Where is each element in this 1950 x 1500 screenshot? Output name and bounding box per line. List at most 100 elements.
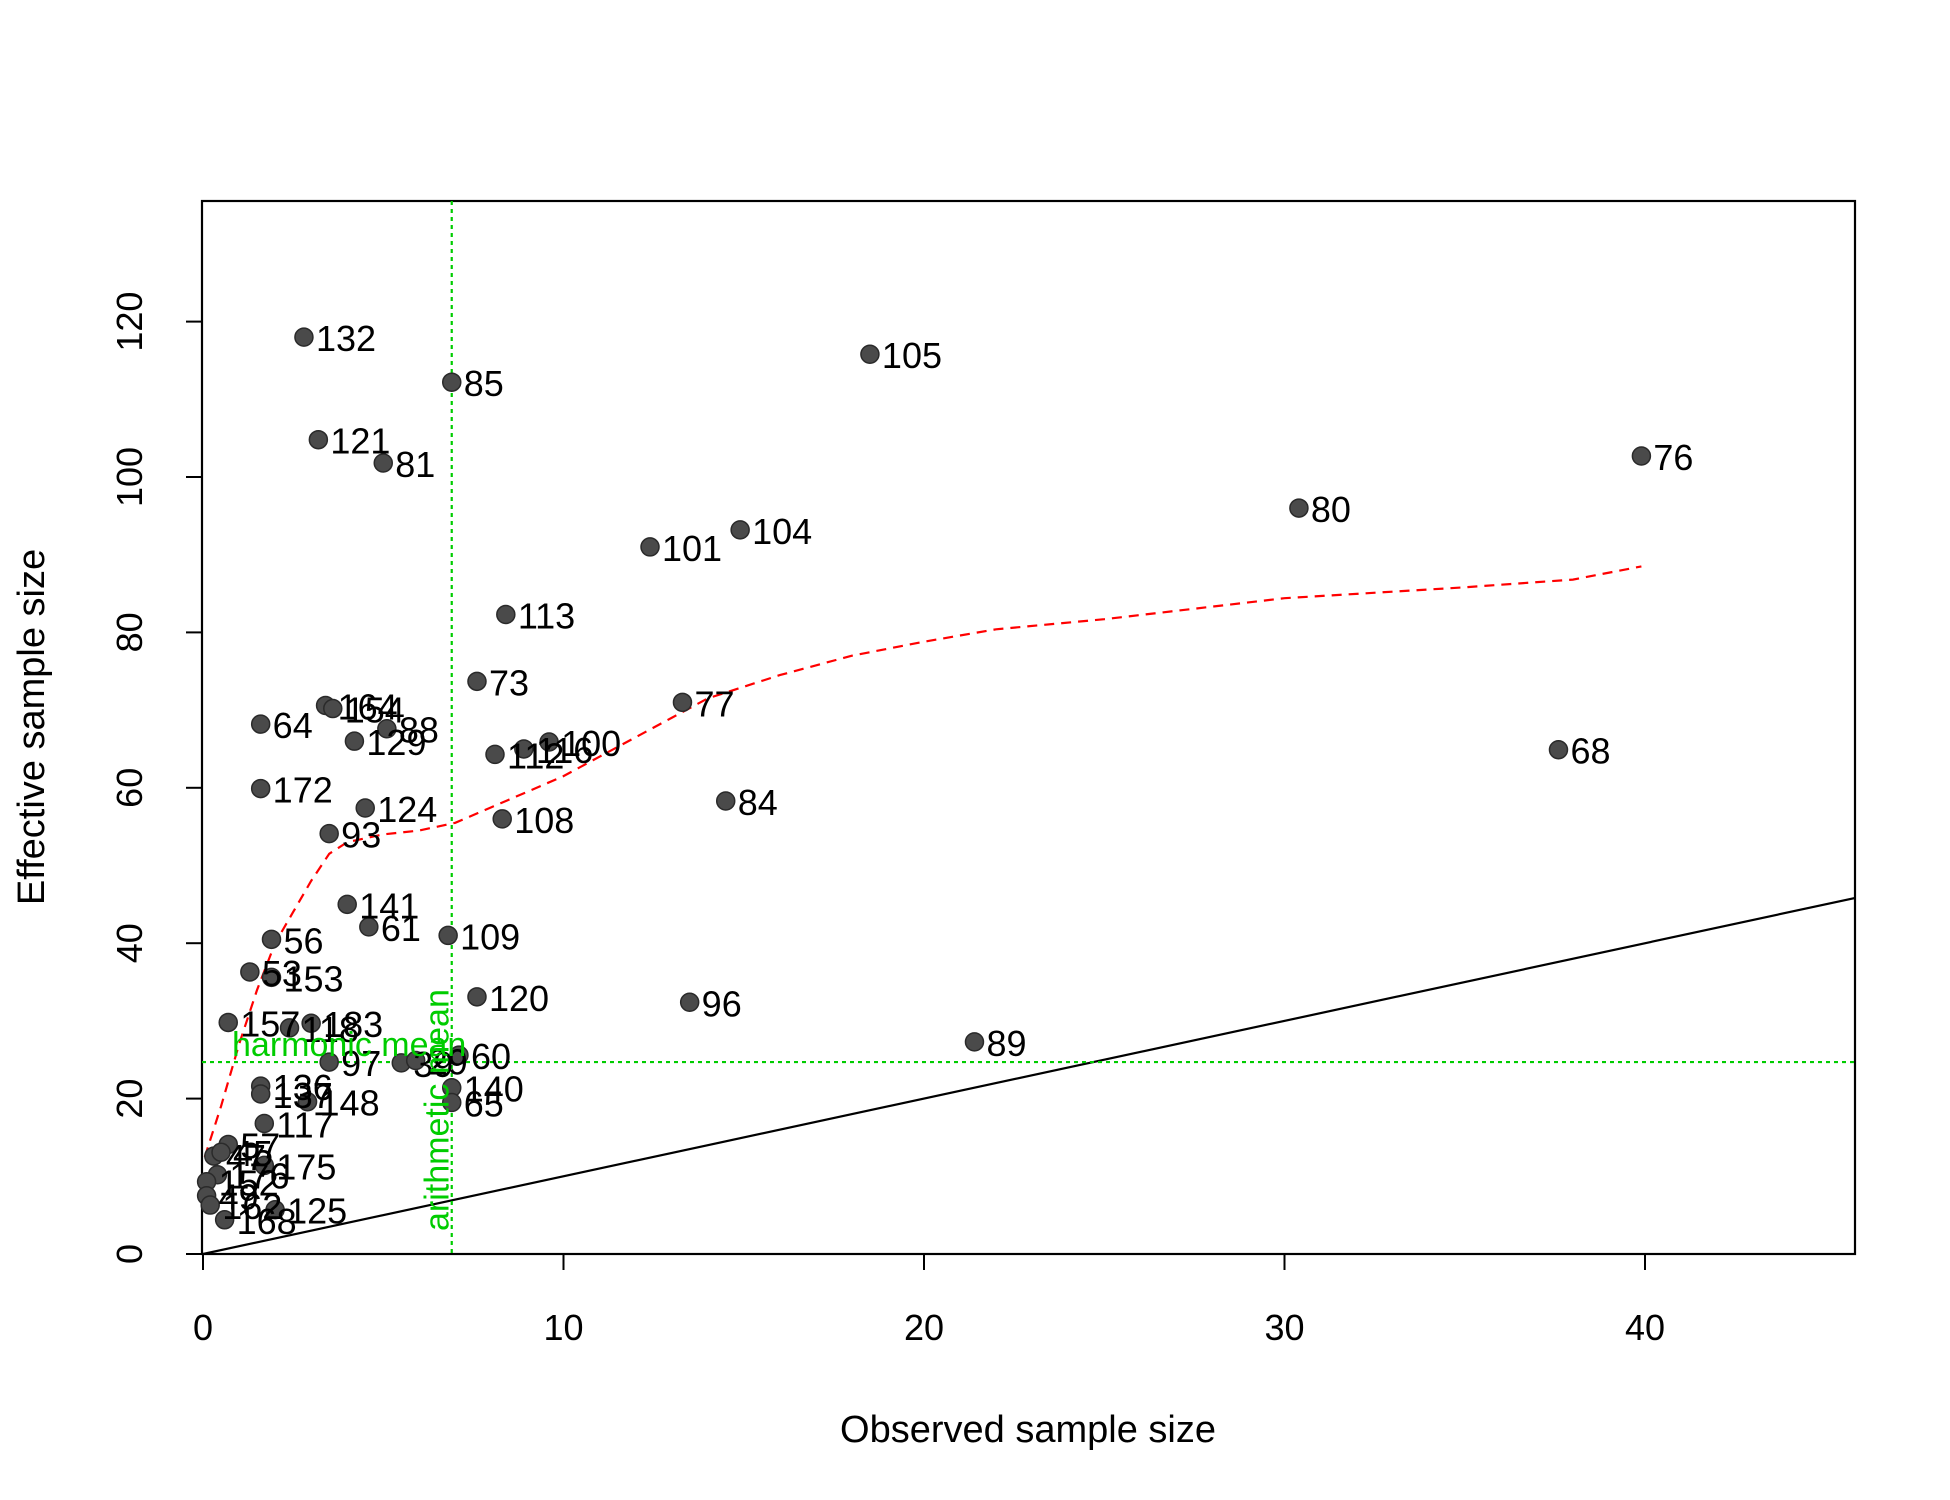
point-label: 113 — [518, 596, 575, 637]
data-point — [679, 992, 700, 1013]
point-label: 152 — [219, 1163, 279, 1204]
x-tick-label: 0 — [193, 1307, 213, 1348]
point-label: 168 — [237, 1201, 297, 1242]
point-label: 140 — [464, 1069, 524, 1110]
point-label: 65 — [464, 1083, 504, 1124]
point-label: 117 — [276, 1104, 333, 1145]
point-label: 124 — [377, 789, 437, 830]
point-label: 175 — [276, 1146, 336, 1187]
point-label: 109 — [460, 916, 520, 957]
data-point — [261, 967, 282, 988]
data-point — [441, 1092, 462, 1113]
point-label: 154 — [345, 690, 405, 731]
point-label: 164 — [338, 686, 398, 727]
point-label: 157 — [240, 1003, 300, 1044]
point-label: 132 — [316, 318, 376, 359]
point-label: 80 — [1311, 489, 1351, 530]
point-label: 105 — [882, 335, 942, 376]
y-axis: 0 20 40 60 80 100 120 — [109, 292, 203, 1264]
data-point — [308, 429, 329, 450]
y-tick-label: 80 — [109, 612, 150, 652]
point-label: 162 — [222, 1186, 282, 1227]
point-label: 148 — [320, 1083, 380, 1124]
data-point — [250, 714, 271, 734]
point-label: 172 — [273, 770, 333, 811]
data-point — [438, 925, 458, 946]
data-point — [373, 453, 393, 473]
point-label: 89 — [986, 1023, 1026, 1064]
data-point — [514, 739, 534, 759]
data-point — [200, 1195, 220, 1215]
data-point — [214, 1210, 235, 1230]
point-label: 116 — [536, 730, 593, 771]
smooth-curve — [203, 565, 1642, 1158]
point-label: 125 — [287, 1191, 347, 1232]
point-label: 96 — [702, 983, 742, 1024]
x-tick-label: 20 — [904, 1307, 944, 1348]
data-point — [254, 1155, 275, 1176]
data-point — [355, 798, 375, 818]
data-point — [672, 692, 693, 713]
x-axis: 0 10 20 30 40 — [193, 1253, 1665, 1348]
point-label: 73 — [489, 662, 529, 703]
point-label: 57 — [240, 1125, 280, 1166]
data-point — [449, 1045, 469, 1065]
x-tick-label: 30 — [1264, 1307, 1304, 1348]
data-point — [301, 1013, 321, 1033]
x-axis-title: Observed sample size — [840, 1409, 1216, 1451]
data-point — [492, 809, 512, 829]
data-point — [405, 1050, 426, 1071]
data-point — [496, 604, 516, 625]
x-tick-label: 10 — [543, 1307, 583, 1348]
point-label: 141 — [359, 885, 419, 926]
point-label: 49 — [219, 1177, 259, 1218]
y-tick-label: 60 — [109, 768, 150, 808]
data-point — [323, 698, 343, 719]
point-label: 53 — [262, 953, 302, 994]
point-label: 45 — [233, 1133, 273, 1174]
data-point — [279, 1018, 300, 1038]
point-label: 39 — [413, 1044, 453, 1085]
point-label: 88 — [399, 710, 439, 751]
data-point — [467, 987, 487, 1007]
point-label: 81 — [395, 444, 435, 485]
data-point — [730, 520, 750, 540]
point-label: 176 — [229, 1156, 289, 1197]
point-label: 29 — [428, 1042, 468, 1083]
point-label: 93 — [341, 815, 381, 856]
point-label: 153 — [283, 958, 343, 999]
y-axis-title: Effective sample size — [11, 549, 53, 905]
data-point — [1548, 739, 1569, 760]
data-point — [261, 929, 282, 950]
point-label: 137 — [273, 1075, 333, 1116]
point-label: 129 — [366, 722, 426, 763]
point-label: 47 — [226, 1137, 266, 1178]
point-label: 118 — [302, 1009, 359, 1050]
point-label: 112 — [507, 735, 564, 776]
y-tick-label: 20 — [109, 1079, 150, 1119]
data-point — [319, 1052, 339, 1072]
data-point — [250, 778, 271, 799]
point-label: 97 — [341, 1043, 381, 1084]
data-point — [539, 732, 559, 752]
arithmetic-mean-label: arithmetic mean — [419, 989, 457, 1231]
data-point — [485, 744, 505, 765]
data-point — [294, 327, 314, 347]
point-label: 76 — [1653, 437, 1693, 478]
data-point — [297, 1091, 318, 1112]
data-point — [640, 537, 660, 557]
data-point — [240, 962, 260, 982]
data-point — [860, 344, 880, 364]
y-tick-label: 0 — [109, 1244, 150, 1264]
data-point — [218, 1012, 238, 1033]
data-point — [467, 671, 487, 692]
point-label: 183 — [323, 1004, 383, 1045]
data-point — [964, 1032, 985, 1052]
point-label: 120 — [489, 978, 549, 1019]
data-point — [254, 1113, 275, 1134]
point-label: 68 — [1570, 731, 1610, 772]
data-point — [319, 823, 339, 844]
